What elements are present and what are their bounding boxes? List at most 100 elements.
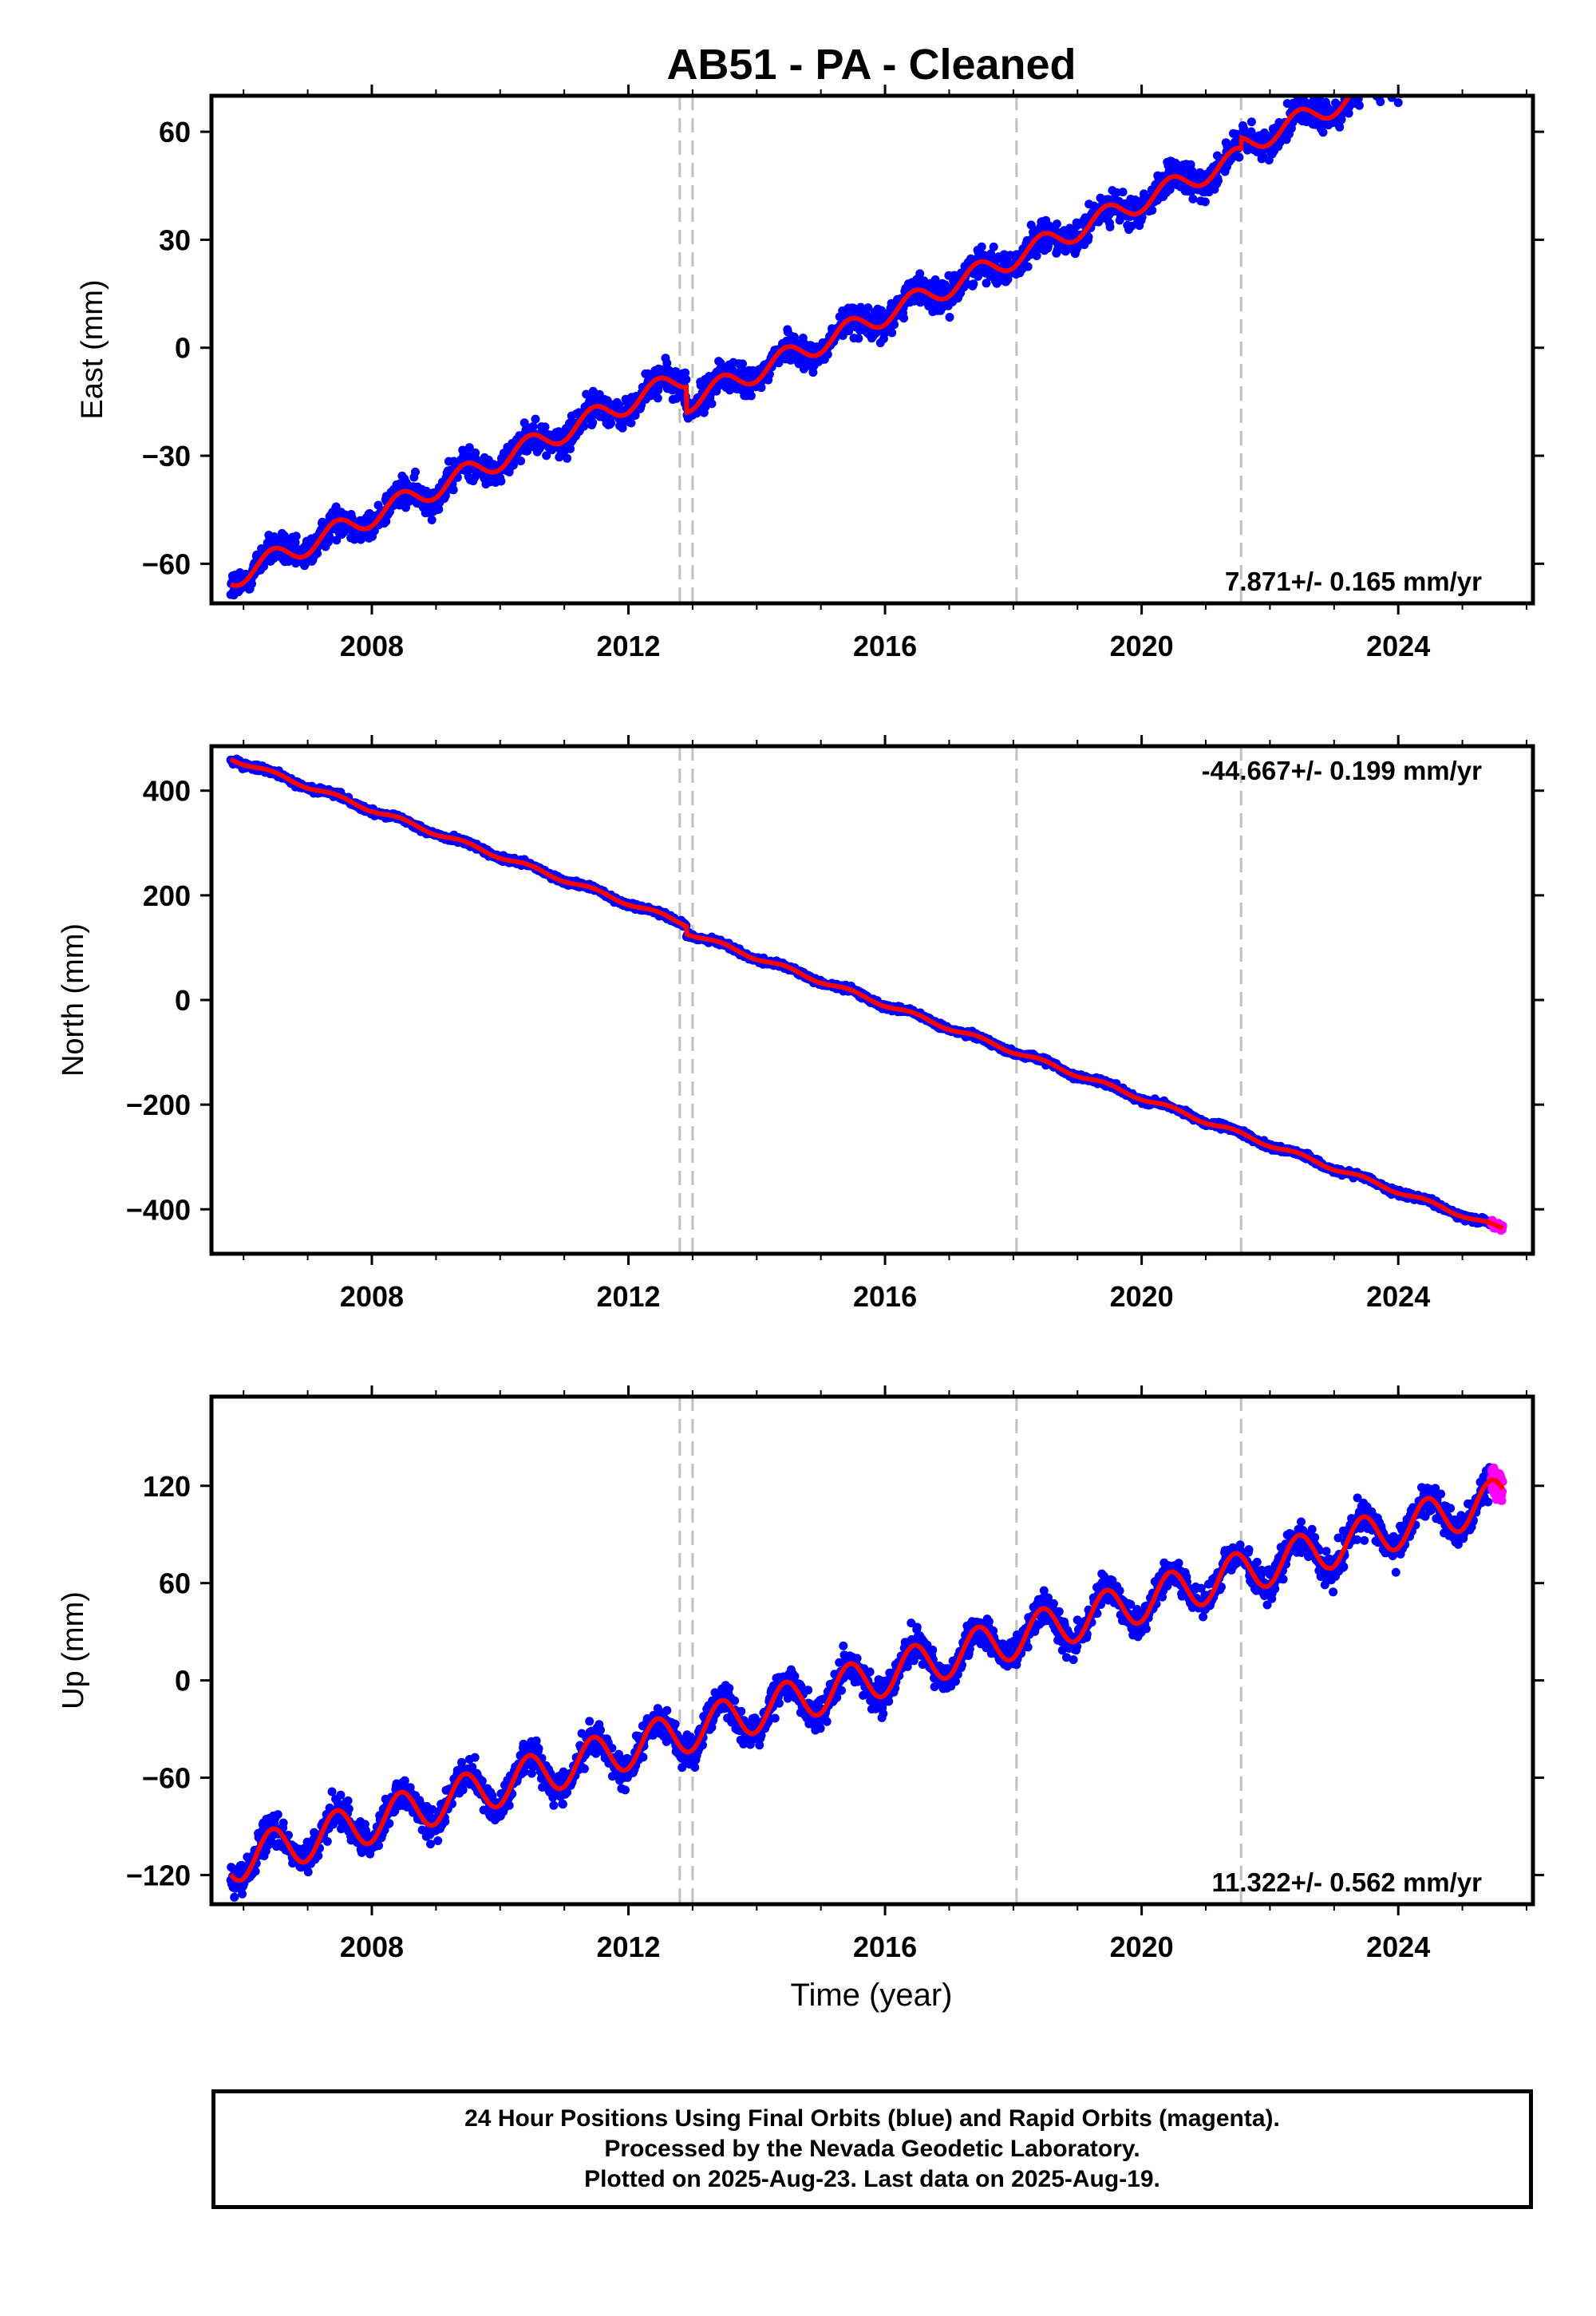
data-point-east-final: [332, 536, 342, 545]
data-point-east-rapid: [1488, 22, 1497, 30]
data-point-east-final: [856, 302, 866, 312]
data-point-east-final: [1380, 81, 1389, 90]
data-point-east-final: [1453, 49, 1462, 57]
data-point-east-final: [1343, 81, 1352, 89]
data-point-east-final: [1397, 75, 1406, 84]
data-point-east-final: [1406, 73, 1415, 82]
data-point-east-final: [1381, 85, 1389, 94]
data-point-east-rapid: [1489, 13, 1498, 22]
data-point-east-rapid: [1491, 16, 1500, 25]
data-point-east-final: [1386, 77, 1395, 86]
data-point-east-rapid: [1492, 9, 1501, 18]
data-point-east-final: [1473, 23, 1482, 32]
data-point-east-final: [1466, 42, 1475, 51]
data-point-east-final: [1367, 77, 1376, 86]
plot-area-north: [226, 746, 1507, 1254]
data-point-east-final: [1428, 47, 1437, 56]
data-point-east-final: [1118, 188, 1128, 197]
data-point-east-final: [1449, 49, 1458, 57]
data-point-east-rapid: [1491, 22, 1499, 31]
data-point-east-final: [1361, 78, 1370, 87]
data-point-east-final: [1400, 74, 1409, 83]
data-point-east-final: [1455, 54, 1464, 63]
data-point-east-final: [1413, 55, 1422, 64]
data-point-east-rapid: [1487, 17, 1496, 26]
data-point-east-final: [738, 359, 747, 369]
data-point-east-final: [1435, 57, 1444, 65]
data-point-east-final: [1420, 60, 1428, 69]
data-point-east-final: [1460, 50, 1468, 59]
x-tick-label-east: 2016: [853, 630, 917, 662]
data-point-east-final: [1361, 73, 1369, 82]
data-point-east-final: [1402, 81, 1411, 89]
data-point-east-final: [1432, 39, 1440, 48]
data-point-east-final: [1420, 45, 1429, 54]
x-tick-label-east: 2024: [1366, 630, 1430, 662]
data-point-east-final: [1410, 66, 1419, 75]
data-point-east-final: [1472, 26, 1481, 34]
data-point-east-final: [1415, 53, 1424, 61]
data-point-east-final: [1426, 50, 1435, 59]
data-point-east-final: [325, 532, 334, 541]
data-point-east-final: [1406, 75, 1415, 84]
data-point-east-rapid: [1487, 22, 1496, 30]
data-point-east-final: [1465, 51, 1474, 60]
axes-frame-east: [209, 93, 1535, 606]
data-point-east-final: [1463, 48, 1472, 57]
data-point-east-final: [1382, 73, 1391, 81]
data-point-east-final: [1393, 98, 1403, 108]
data-point-east-final: [1378, 62, 1387, 71]
data-point-east-final: [1412, 55, 1421, 64]
data-point-east-final: [1412, 64, 1421, 73]
data-point-east-final: [1419, 49, 1428, 57]
data-point-east-rapid: [1498, 7, 1507, 16]
data-point-east-final: [1388, 81, 1396, 90]
data-point-east-final: [1353, 84, 1361, 93]
data-point-east-rapid: [1487, 30, 1496, 39]
data-point-east-final: [1375, 82, 1384, 91]
data-point-east-final: [1442, 38, 1451, 46]
data-point-east-final: [1431, 58, 1440, 67]
data-point-east-final: [464, 443, 474, 453]
data-point-east-final: [1440, 51, 1448, 60]
data-point-east-final: [1475, 33, 1483, 41]
data-point-east-final: [1431, 45, 1440, 53]
data-point-east-final: [1373, 71, 1382, 80]
data-point-east-final: [1365, 81, 1373, 90]
data-point-east-final: [1350, 69, 1359, 77]
data-point-east-final: [1468, 47, 1477, 56]
data-point-east-final: [890, 320, 899, 330]
data-point-east-final: [1452, 49, 1460, 58]
data-point-east-final: [1376, 97, 1385, 106]
data-point-east-final: [1459, 57, 1468, 66]
data-point-east-final: [1409, 59, 1418, 68]
data-point-east-final: [1486, 23, 1495, 32]
data-point-east-final: [1200, 197, 1210, 207]
data-point-east-final: [1449, 60, 1458, 69]
data-point-east-final: [1353, 85, 1362, 93]
data-point-east-final: [1401, 77, 1410, 86]
data-point-east-final: [1452, 45, 1461, 53]
data-point-east-final: [1464, 49, 1473, 57]
data-point-east-final: [1360, 85, 1369, 93]
data-point-east-final: [1429, 57, 1438, 66]
data-point-east-final: [1476, 33, 1485, 41]
data-point-east-final: [1403, 64, 1412, 73]
data-point-east-final: [1465, 55, 1474, 64]
data-point-east-rapid: [1496, 17, 1505, 26]
data-point-east-final: [1381, 80, 1390, 89]
data-point-east-rapid: [1488, 17, 1497, 26]
data-point-east-final: [1416, 69, 1425, 78]
data-point-east-final: [1379, 76, 1388, 85]
data-point-east-final: [1441, 71, 1450, 80]
data-point-east-final: [887, 328, 897, 338]
data-point-east-final: [1356, 81, 1365, 89]
data-point-east-final: [662, 358, 672, 368]
data-point-east-final: [1360, 83, 1369, 92]
data-point-east-final: [1407, 57, 1416, 66]
data-point-east-rapid: [1495, 21, 1504, 30]
data-point-east-final: [1452, 73, 1461, 81]
data-point-east-final: [1032, 251, 1041, 260]
data-point-east-final: [1389, 76, 1397, 85]
data-point-east-final: [1464, 41, 1472, 50]
